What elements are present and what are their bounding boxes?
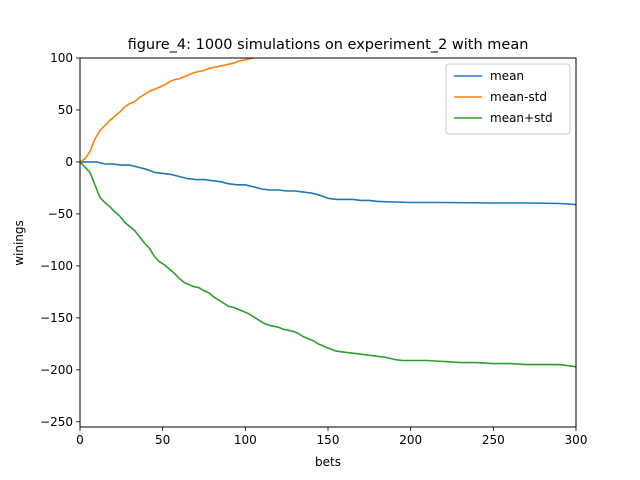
legend-label-mean: mean (490, 69, 524, 83)
series-line-mean (80, 161, 576, 206)
plot-frame (79, 57, 577, 428)
legend-label-mean-std: mean-std (490, 90, 547, 104)
legend-label-mean+std: mean+std (490, 111, 553, 125)
legend-box (445, 63, 571, 135)
y-tick-label: 50 (58, 103, 73, 117)
y-tick-label: −50 (48, 207, 73, 221)
x-tick-label: 0 (76, 433, 84, 447)
y-tick-label: 100 (50, 51, 73, 65)
x-tick-label: 250 (482, 433, 505, 447)
y-tick-label: −100 (40, 259, 73, 273)
chart-title: figure_4: 1000 simulations on experiment… (128, 37, 529, 53)
x-tick-label: 50 (155, 433, 170, 447)
x-tick-label: 100 (234, 433, 257, 447)
y-tick-label: −250 (40, 415, 73, 429)
axis-ticks: 0 50 100 150 200 250 300 −250 −200 −150 −100 −50 0 50… (40, 51, 587, 447)
x-tick-label: 300 (565, 433, 588, 447)
legend: mean mean-std mean+std (445, 63, 571, 135)
series-line-mean+std (80, 161, 576, 368)
x-tick-label: 150 (317, 433, 340, 447)
series-line-mean-std (80, 58, 256, 163)
x-tick-label: 200 (399, 433, 422, 447)
x-axis-label: bets (315, 455, 341, 469)
y-tick-label: −200 (40, 363, 73, 377)
y-tick-label: −150 (40, 311, 73, 325)
y-tick-label: 0 (65, 155, 73, 169)
y-axis-label: winings (12, 220, 26, 266)
